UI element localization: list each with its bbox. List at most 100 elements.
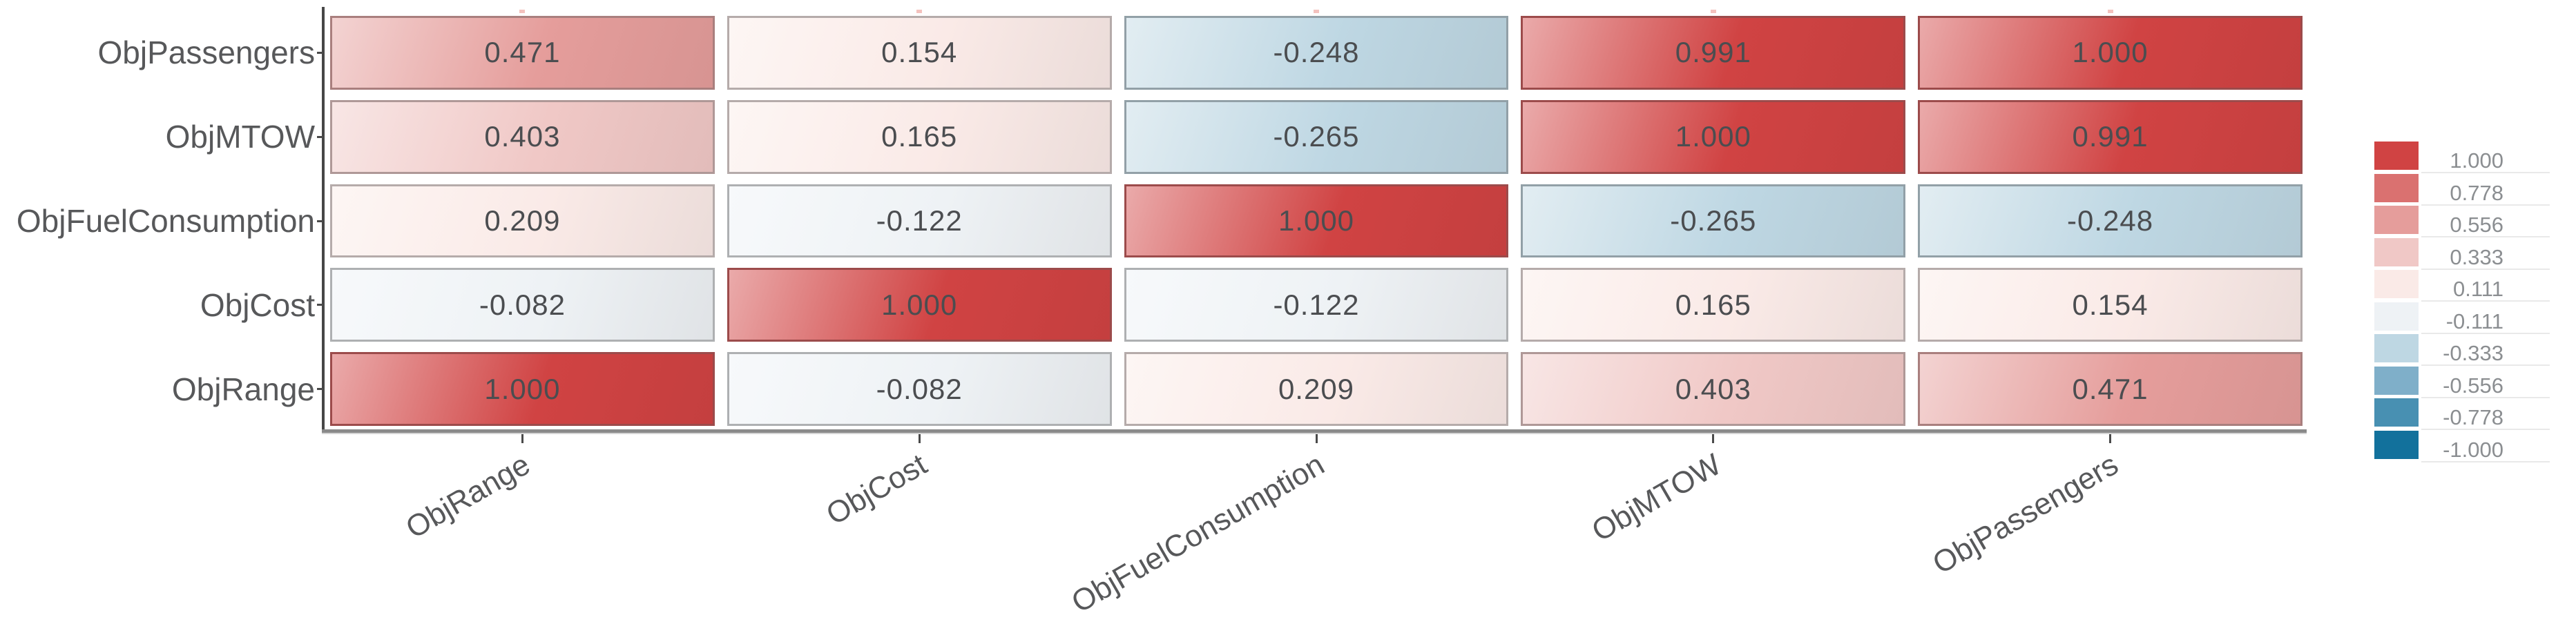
heatmap-cell[interactable]: -0.265 (1521, 184, 1906, 258)
legend-swatch (2374, 206, 2419, 234)
heatmap-cell[interactable]: 0.403 (1521, 352, 1906, 426)
x-axis-tick (521, 434, 523, 443)
legend-separator (2421, 364, 2550, 366)
legend-tick-label: -1.000 (2443, 437, 2503, 462)
legend-swatch (2374, 270, 2419, 298)
x-axis-label: ObjFuelConsumption (1066, 447, 1330, 620)
x-axis-label: ObjRange (400, 447, 536, 545)
heatmap-cell[interactable]: 1.000 (1918, 16, 2303, 90)
legend-separator (2421, 332, 2550, 334)
heatmap-cell[interactable]: -0.248 (1124, 16, 1509, 90)
heatmap-cell[interactable]: 0.471 (1918, 352, 2303, 426)
y-axis-tick (317, 304, 323, 306)
cell-value: -0.082 (479, 288, 566, 321)
heatmap-cell[interactable]: 0.991 (1521, 16, 1906, 90)
heatmap-cell[interactable]: -0.082 (330, 268, 715, 342)
legend-swatch (2374, 398, 2419, 427)
heatmap-cell[interactable]: -0.082 (727, 352, 1112, 426)
heatmap-cell[interactable]: -0.248 (1918, 184, 2303, 258)
cell-value: 1.000 (1675, 120, 1751, 153)
cell-value: -0.122 (1273, 288, 1360, 321)
legend-tick-label: 0.778 (2450, 180, 2503, 205)
x-axis-tick (1712, 434, 1715, 443)
legend-tick-label: -0.778 (2443, 405, 2503, 429)
y-axis-label: ObjPassengers (97, 35, 316, 71)
heatmap-cell[interactable]: 0.403 (330, 99, 715, 174)
y-axis-tick (317, 135, 323, 138)
cell-value: -0.248 (1273, 36, 1360, 69)
x-axis-label: ObjPassengers (1927, 447, 2124, 581)
cell-value: 1.000 (484, 372, 561, 405)
heatmap-cell[interactable]: 1.000 (1521, 99, 1906, 174)
heatmap-cell[interactable]: 0.154 (727, 16, 1112, 90)
cell-value: 0.209 (1278, 372, 1355, 405)
top-axis-tick (2107, 10, 2113, 13)
y-axis-label: ObjMTOW (165, 119, 315, 155)
legend-tick-label: 0.333 (2450, 244, 2503, 269)
heatmap-cell[interactable]: -0.265 (1124, 99, 1509, 174)
heatmap-cell[interactable]: 0.471 (330, 16, 715, 90)
x-axis-line (322, 429, 2307, 434)
legend-tick-label: -0.556 (2443, 373, 2503, 398)
legend-swatch (2374, 237, 2419, 266)
heatmap-cell[interactable]: 1.000 (330, 352, 715, 426)
heatmap-cell[interactable]: -0.122 (1124, 268, 1509, 342)
legend-swatch (2374, 366, 2419, 395)
legend-separator (2421, 429, 2550, 430)
heatmap-cell[interactable]: 0.991 (1918, 99, 2303, 174)
x-axis-label: ObjMTOW (1586, 447, 1727, 549)
cell-value: 0.403 (1675, 372, 1751, 405)
heatmap-cell[interactable]: -0.122 (727, 184, 1112, 258)
cell-value: -0.082 (876, 372, 963, 405)
x-axis-tick (2109, 434, 2112, 443)
legend-separator (2421, 268, 2550, 270)
cell-value: -0.122 (876, 204, 963, 237)
legend-swatch (2374, 334, 2419, 362)
legend-tick-label: 0.556 (2450, 213, 2503, 237)
cell-value: 0.471 (2072, 372, 2149, 405)
legend-tick-label: 1.000 (2450, 148, 2503, 173)
cell-value: -0.265 (1273, 120, 1360, 153)
cell-value: 0.471 (484, 36, 561, 69)
legend-separator (2421, 460, 2550, 462)
cell-value: 0.209 (484, 204, 561, 237)
top-axis-tick (916, 10, 923, 13)
cell-value: 1.000 (1278, 204, 1355, 237)
heatmap-cell[interactable]: 0.154 (1918, 268, 2303, 342)
heatmap-cell[interactable]: 1.000 (727, 268, 1112, 342)
legend-tick-label: -0.333 (2443, 341, 2503, 365)
heatmap-cell[interactable]: 1.000 (1124, 184, 1509, 258)
top-axis-tick (519, 10, 526, 13)
y-axis-label: ObjRange (171, 371, 315, 407)
x-axis-tick (918, 434, 921, 443)
legend-swatch (2374, 430, 2419, 459)
legend-swatch (2374, 173, 2419, 202)
legend-separator (2421, 300, 2550, 302)
legend-separator (2421, 172, 2550, 173)
heatmap-cell[interactable]: 0.165 (1521, 268, 1906, 342)
cell-value: 1.000 (881, 288, 958, 321)
x-axis-tick (1315, 434, 1318, 443)
heatmap-cell[interactable]: 0.209 (330, 184, 715, 258)
y-axis-label: ObjCost (200, 286, 315, 323)
y-axis-tick (317, 388, 323, 391)
cell-value: 0.165 (881, 120, 958, 153)
legend-tick-label: 0.111 (2453, 277, 2503, 301)
cell-value: 1.000 (2072, 36, 2149, 69)
cell-value: 0.403 (484, 120, 561, 153)
y-axis-tick (317, 51, 323, 54)
cell-value: -0.265 (1670, 204, 1757, 237)
y-axis-tick (317, 220, 323, 222)
heatmap-cell[interactable]: 0.165 (727, 99, 1112, 174)
top-axis-tick (1710, 10, 1716, 13)
legend-tick-label: -0.111 (2445, 309, 2503, 333)
cell-value: 0.154 (2072, 288, 2149, 321)
legend-separator (2421, 236, 2550, 237)
legend-separator (2421, 396, 2550, 398)
y-axis-line (322, 7, 325, 433)
heatmap-cell[interactable]: 0.209 (1124, 352, 1509, 426)
top-axis-tick (1314, 10, 1319, 13)
cell-value: 0.154 (881, 36, 958, 69)
x-axis-label: ObjCost (820, 447, 933, 532)
